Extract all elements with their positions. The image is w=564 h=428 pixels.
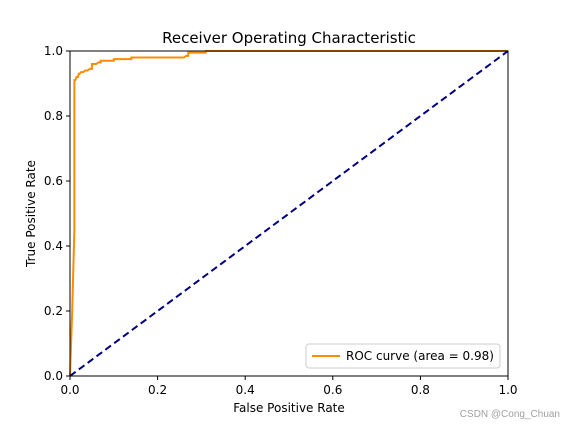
plot-area (69, 50, 509, 377)
y-axis-label: True Positive Rate (24, 160, 38, 268)
x-axis-label: False Positive Rate (233, 401, 345, 415)
x-axis-ticks: 0.0 0.2 0.4 0.6 0.8 1.0 (60, 376, 518, 397)
legend-label-roc: ROC curve (area = 0.98) (346, 349, 494, 363)
y-tick-label: 1.0 (44, 44, 63, 58)
chance-diagonal-line (69, 50, 509, 377)
y-tick-label: 0.4 (44, 239, 63, 253)
plot-frame (69, 50, 509, 377)
x-tick-label: 0.6 (323, 383, 342, 397)
legend-box (305, 343, 501, 369)
x-tick-label: 0.4 (236, 383, 255, 397)
x-tick-label: 0.0 (60, 383, 79, 397)
y-tick-label: 0.8 (44, 109, 63, 123)
y-tick-label: 0.0 (44, 369, 63, 383)
roc-curve-line (69, 50, 508, 377)
y-tick-label: 0.6 (44, 174, 63, 188)
x-tick-label: 1.0 (498, 383, 517, 397)
x-tick-label: 0.2 (148, 383, 167, 397)
chart-title: Receiver Operating Characteristic (162, 29, 416, 47)
legend: ROC curve (area = 0.98) (305, 343, 501, 369)
y-axis-ticks: 0.0 0.2 0.4 0.6 0.8 1.0 (44, 44, 70, 383)
watermark: CSDN @Cong_Chuan (460, 409, 560, 420)
y-tick-label: 0.2 (44, 304, 63, 318)
x-tick-label: 0.8 (411, 383, 430, 397)
